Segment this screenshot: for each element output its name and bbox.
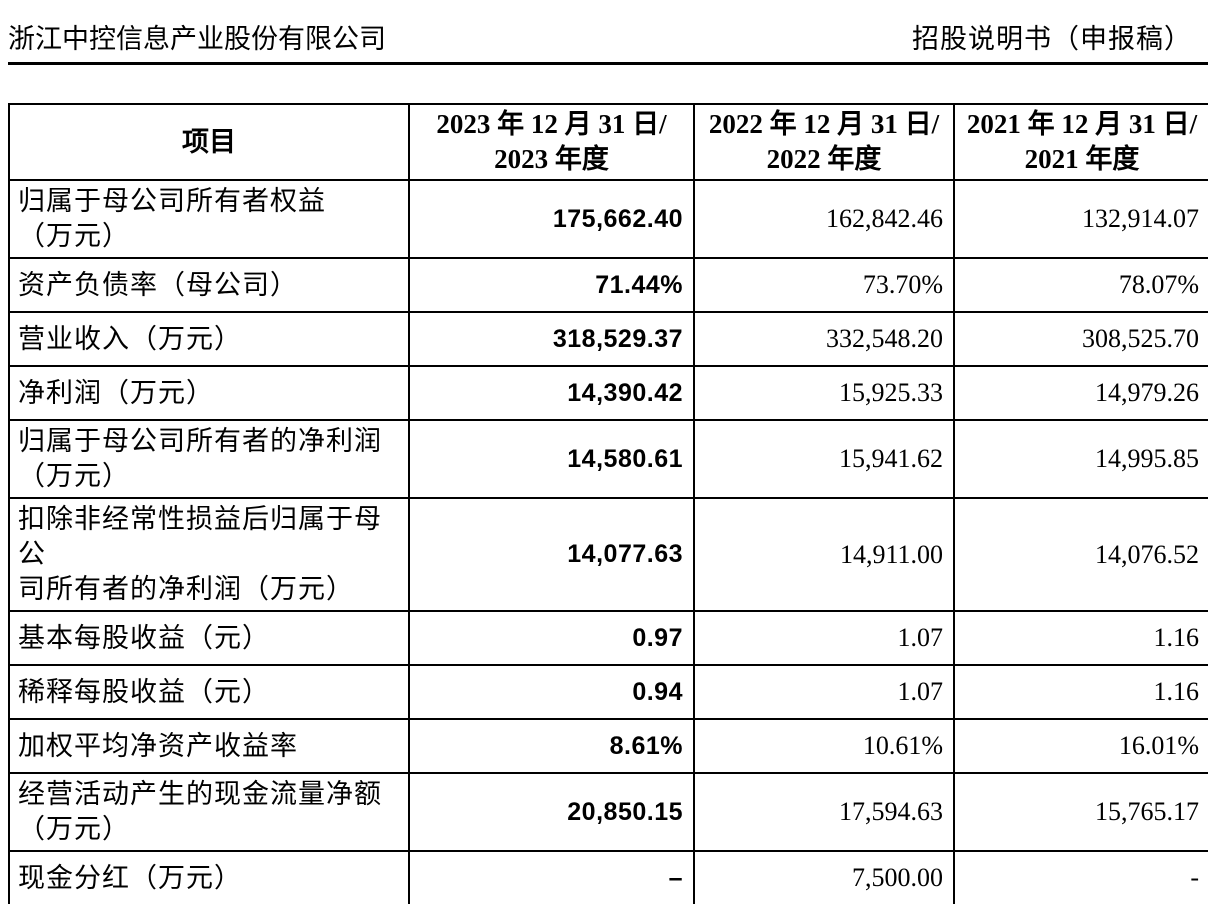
company-name: 浙江中控信息产业股份有限公司 [8, 24, 386, 54]
table-row: 归属于母公司所有者权益 （万元） 175,662.40 162,842.46 1… [8, 179, 1208, 259]
value-2021-cell: 14,076.52 [953, 497, 1208, 612]
value-2023-cell: 0.94 [408, 664, 695, 720]
table-row: 经营活动产生的现金流量净额 （万元） 20,850.15 17,594.63 1… [8, 772, 1208, 852]
value-2022-cell: 15,925.33 [693, 365, 955, 421]
value-2022-cell: 17,594.63 [693, 772, 955, 852]
value-2022-cell: 73.70% [693, 257, 955, 313]
value-2023-cell: 14,077.63 [408, 497, 695, 612]
value-2023-cell: 14,580.61 [408, 419, 695, 499]
table-row: 加权平均净资产收益率 8.61% 10.61% 16.01% [8, 718, 1208, 774]
row-item-label: 归属于母公司所有者权益 （万元） [8, 179, 410, 259]
value-2022-cell: 162,842.46 [693, 179, 955, 259]
value-2023-cell: 175,662.40 [408, 179, 695, 259]
row-item-label: 现金分红（万元） [8, 850, 410, 904]
table-header: 项目 2023 年 12 月 31 日/ 2023 年度 2022 年 12 月… [8, 103, 1208, 181]
table-row: 现金分红（万元） – 7,500.00 - [8, 850, 1208, 904]
table-row: 营业收入（万元） 318,529.37 332,548.20 308,525.7… [8, 311, 1208, 367]
value-2021-cell: 14,979.26 [953, 365, 1208, 421]
table-row: 资产负债率（母公司） 71.44% 73.70% 78.07% [8, 257, 1208, 313]
value-2021-cell: 1.16 [953, 664, 1208, 720]
table-row: 稀释每股收益（元） 0.94 1.07 1.16 [8, 664, 1208, 720]
value-2021-cell: 78.07% [953, 257, 1208, 313]
value-2021-cell: 1.16 [953, 610, 1208, 666]
value-2022-cell: 1.07 [693, 664, 955, 720]
doc-type-label: 招股说明书（申报稿） [912, 24, 1192, 54]
value-2023-cell: – [408, 850, 695, 904]
value-2022-cell: 1.07 [693, 610, 955, 666]
value-2021-cell: 14,995.85 [953, 419, 1208, 499]
value-2023-cell: 8.61% [408, 718, 695, 774]
value-2023-cell: 14,390.42 [408, 365, 695, 421]
value-2021-cell: 16.01% [953, 718, 1208, 774]
row-item-label: 净利润（万元） [8, 365, 410, 421]
value-2023-cell: 71.44% [408, 257, 695, 313]
table-row: 归属于母公司所有者的净利润 （万元） 14,580.61 15,941.62 1… [8, 419, 1208, 499]
row-item-label: 稀释每股收益（元） [8, 664, 410, 720]
column-header-item: 项目 [8, 103, 410, 181]
value-2023-cell: 20,850.15 [408, 772, 695, 852]
value-2023-cell: 0.97 [408, 610, 695, 666]
row-item-label: 扣除非经常性损益后归属于母公 司所有者的净利润（万元） [8, 497, 410, 612]
row-item-label: 基本每股收益（元） [8, 610, 410, 666]
table-row: 扣除非经常性损益后归属于母公 司所有者的净利润（万元） 14,077.63 14… [8, 497, 1208, 612]
table-header-row: 项目 2023 年 12 月 31 日/ 2023 年度 2022 年 12 月… [8, 103, 1208, 181]
value-2021-cell: 15,765.17 [953, 772, 1208, 852]
header-divider [8, 62, 1208, 65]
value-2021-cell: 132,914.07 [953, 179, 1208, 259]
table-row: 净利润（万元） 14,390.42 15,925.33 14,979.26 [8, 365, 1208, 421]
value-2023-cell: 318,529.37 [408, 311, 695, 367]
value-2022-cell: 7,500.00 [693, 850, 955, 904]
value-2021-cell: - [953, 850, 1208, 904]
value-2022-cell: 15,941.62 [693, 419, 955, 499]
value-2021-cell: 308,525.70 [953, 311, 1208, 367]
value-2022-cell: 10.61% [693, 718, 955, 774]
page-header: 浙江中控信息产业股份有限公司 招股说明书（申报稿） [0, 0, 1208, 56]
value-2022-cell: 332,548.20 [693, 311, 955, 367]
table-row: 基本每股收益（元） 0.97 1.07 1.16 [8, 610, 1208, 666]
row-item-label: 加权平均净资产收益率 [8, 718, 410, 774]
column-header-2023: 2023 年 12 月 31 日/ 2023 年度 [408, 103, 695, 181]
row-item-label: 归属于母公司所有者的净利润 （万元） [8, 419, 410, 499]
column-header-2022: 2022 年 12 月 31 日/ 2022 年度 [693, 103, 955, 181]
financial-table-body: 归属于母公司所有者权益 （万元） 175,662.40 162,842.46 1… [8, 179, 1208, 904]
financial-summary-table: 项目 2023 年 12 月 31 日/ 2023 年度 2022 年 12 月… [8, 103, 1208, 904]
column-header-2021: 2021 年 12 月 31 日/ 2021 年度 [953, 103, 1208, 181]
row-item-label: 营业收入（万元） [8, 311, 410, 367]
row-item-label: 资产负债率（母公司） [8, 257, 410, 313]
value-2022-cell: 14,911.00 [693, 497, 955, 612]
row-item-label: 经营活动产生的现金流量净额 （万元） [8, 772, 410, 852]
